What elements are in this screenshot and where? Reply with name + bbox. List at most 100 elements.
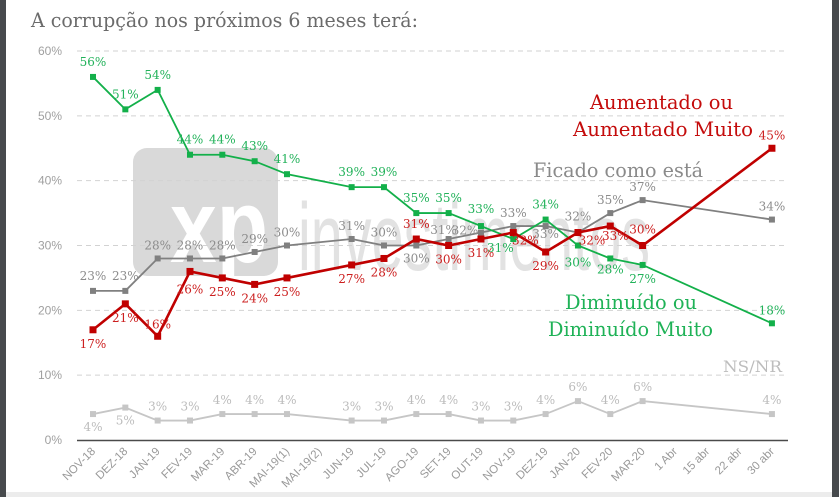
data-label: 54% <box>144 68 171 82</box>
data-label: 33% <box>500 206 527 220</box>
legend-aumentado-line2: Aumentado Muito <box>572 117 753 141</box>
data-marker <box>574 229 582 237</box>
series-aumentado-ou-aumentado-muito: 17%21% 16%26% 25% 24% 25%27% 28%31%30% 31%32%2… <box>80 128 786 351</box>
data-label: 25% <box>209 285 236 299</box>
series-line <box>92 400 773 422</box>
x-tick-label: SET-19 <box>418 446 454 482</box>
data-label: 28% <box>209 238 236 252</box>
data-marker <box>413 242 420 249</box>
data-label: 23% <box>112 269 139 283</box>
x-tick-label: JAN-20 <box>547 446 583 482</box>
data-marker <box>477 223 484 230</box>
data-marker <box>154 86 161 93</box>
data-marker <box>607 411 614 418</box>
data-label: 4% <box>213 393 232 407</box>
data-label: 32% <box>579 234 606 248</box>
series-group: 4% 5% 3% 3% 4% 4% 4% 3% 3% 4% 4% 3% 3% 4% 6% 4% 6% 4% 23% 2… <box>80 55 786 434</box>
data-label: 30% <box>629 223 656 237</box>
x-tick-label: JAN-19 <box>127 446 163 482</box>
watermark: xp investimentos <box>133 148 650 291</box>
x-tick-label: 22 abr <box>713 446 745 478</box>
x-tick-label: MAR-19 <box>189 446 227 484</box>
legend-ficado: Ficado como está <box>533 158 703 182</box>
data-label: 35% <box>403 191 430 205</box>
data-label: 4% <box>407 393 426 407</box>
data-marker <box>477 235 485 243</box>
data-marker <box>542 223 549 230</box>
data-marker <box>639 398 646 405</box>
data-label: 28% <box>371 265 398 279</box>
data-marker <box>574 242 581 249</box>
data-marker <box>348 417 355 424</box>
data-label: 39% <box>338 165 365 179</box>
data-label: 23% <box>80 269 107 283</box>
data-marker <box>445 210 452 217</box>
series-ficado-como-est-: 23% 23%28% 28% 28% 29% 30% 31% 30%30%31%32%33%3… <box>80 180 785 294</box>
data-marker <box>122 106 129 113</box>
x-tick-label: 1 Abr <box>653 446 681 474</box>
data-marker <box>639 261 646 268</box>
gridlines <box>77 50 788 376</box>
data-label: 45% <box>759 128 786 142</box>
data-label: 5% <box>116 414 135 428</box>
data-marker <box>574 398 581 405</box>
data-marker <box>218 274 226 282</box>
y-tick-label: 30% <box>38 239 62 253</box>
data-marker <box>121 300 129 308</box>
x-axis: NOV-18DEZ-18JAN-19FEV-19MAR-19ABR-19MAI-… <box>61 446 777 491</box>
data-label: 6% <box>568 380 587 394</box>
data-marker <box>768 411 775 418</box>
data-label: 24% <box>241 291 268 305</box>
data-marker <box>768 144 776 152</box>
data-label: 30% <box>565 256 592 270</box>
data-label: 4% <box>83 420 102 434</box>
data-marker <box>606 222 614 230</box>
data-label: 33% <box>602 229 629 243</box>
data-label: 16% <box>144 317 171 331</box>
data-marker <box>542 411 549 418</box>
data-marker <box>348 236 355 243</box>
data-label: 31% <box>338 219 365 233</box>
y-tick-label: 50% <box>38 109 62 123</box>
data-marker <box>348 261 356 269</box>
x-tick-label: OUT-19 <box>449 446 486 483</box>
data-label: 44% <box>209 133 236 147</box>
data-marker <box>154 255 161 262</box>
window-left-border <box>0 0 6 497</box>
data-marker <box>607 210 614 217</box>
data-label: 29% <box>241 232 268 246</box>
data-label: 37% <box>629 180 656 194</box>
data-label: 27% <box>629 272 656 286</box>
data-marker <box>219 151 226 158</box>
data-label: 30% <box>435 253 462 267</box>
data-marker <box>542 248 550 256</box>
window-right-border <box>832 0 839 497</box>
data-label: 3% <box>471 400 490 414</box>
data-label: 32% <box>565 210 592 224</box>
data-marker <box>219 255 226 262</box>
data-marker <box>89 326 97 334</box>
data-marker <box>90 73 96 80</box>
series-ns-nr: 4% 5% 3% 3% 4% 4% 4% 3% 3% 4% 4% 3% 3% 4% 6% 4% 6% 4% <box>83 380 781 434</box>
data-marker <box>639 242 647 249</box>
data-marker <box>380 184 387 191</box>
data-marker <box>510 223 517 230</box>
x-tick-label: NOV-19 <box>481 446 518 483</box>
legend-aumentado-line1: Aumentado ou <box>589 90 733 114</box>
series-line <box>93 199 773 292</box>
data-label: 56% <box>80 55 107 69</box>
data-label: 34% <box>532 198 559 212</box>
data-marker <box>283 411 290 418</box>
data-marker <box>607 255 614 262</box>
data-marker <box>445 242 453 249</box>
data-label: 25% <box>274 285 301 299</box>
x-tick-label: MAR-20 <box>609 446 647 484</box>
data-marker <box>90 287 96 294</box>
data-label: 39% <box>371 165 398 179</box>
window-bottom-border <box>6 492 832 497</box>
data-label: 31% <box>403 217 430 231</box>
data-marker <box>283 274 291 282</box>
chart-title: A corrupção nos próximos 6 meses terá: <box>30 8 418 32</box>
data-label: 3% <box>504 400 523 414</box>
